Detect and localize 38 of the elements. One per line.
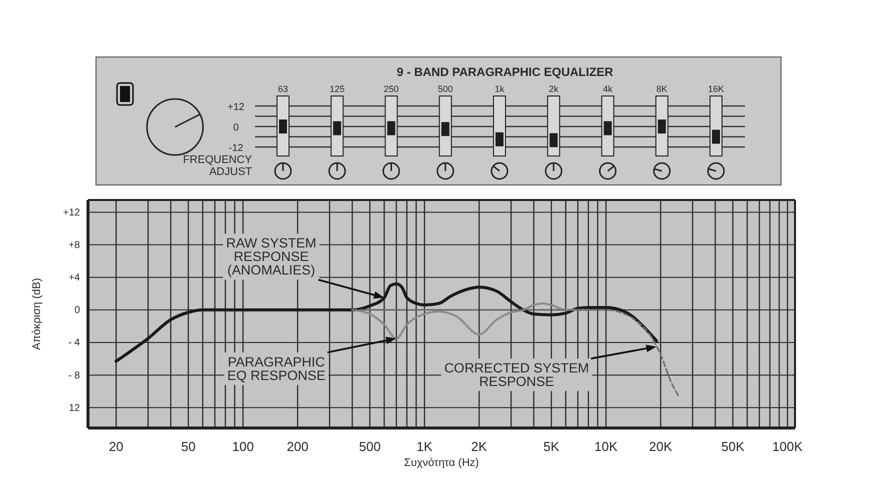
- x-tick-label: 50: [181, 439, 196, 454]
- x-tick-label: 200: [286, 439, 308, 454]
- x-tick-label: 8K: [656, 84, 668, 94]
- x-tick-label: 500: [438, 84, 453, 94]
- chart-title: 9 - BAND PARAGRAPHIC EQUALIZER: [396, 65, 614, 79]
- x-tick-label: 2K: [471, 439, 488, 454]
- x-tick-label: 250: [384, 84, 399, 94]
- y-tick-label: - 4: [68, 338, 80, 349]
- y-tick-label: -12: [228, 143, 244, 154]
- x-tick-label: 100: [232, 439, 254, 454]
- x-tick-label: 20K: [649, 439, 673, 454]
- annotation: RAW SYSTEM RESPONSE (ANOMALIES): [226, 236, 316, 278]
- y-tick-label: 0: [74, 305, 80, 316]
- y-tick-label: +8: [68, 240, 80, 251]
- x-tick-label: 5K: [543, 439, 560, 454]
- x-tick-label: 63: [278, 84, 288, 94]
- y-tick-label: 12: [68, 402, 80, 414]
- x-tick-label: 1k: [494, 84, 505, 94]
- x-tick-label: 500: [358, 439, 381, 454]
- x-axis-title: Συχνότητα (Hz): [404, 457, 479, 469]
- y-tick-label: +12: [63, 207, 80, 218]
- x-tick-label: 2k: [548, 84, 559, 94]
- x-tick-label: 50K: [721, 439, 745, 454]
- text: FREQUENCY ADJUST: [182, 154, 253, 178]
- x-tick-label: 20: [108, 439, 124, 454]
- x-tick-label: 100K: [772, 439, 803, 454]
- x-tick-label: 4k: [602, 84, 613, 94]
- y-tick-label: +12: [228, 102, 245, 113]
- x-tick-label: 10K: [594, 439, 618, 454]
- x-tick-label: 125: [330, 84, 345, 94]
- annotation: PARAGRAPHIC EQ RESPONSE: [227, 354, 326, 383]
- y-tick-label: - 8: [68, 370, 80, 382]
- y-axis-title: Απόκριση (dB): [31, 278, 43, 350]
- x-tick-label: 16K: [708, 84, 724, 94]
- y-tick-label: 0: [233, 122, 240, 134]
- annotation: CORRECTED SYSTEM RESPONSE: [444, 360, 589, 390]
- x-tick-label: 1K: [416, 439, 433, 454]
- y-tick-label: +4: [68, 272, 80, 284]
